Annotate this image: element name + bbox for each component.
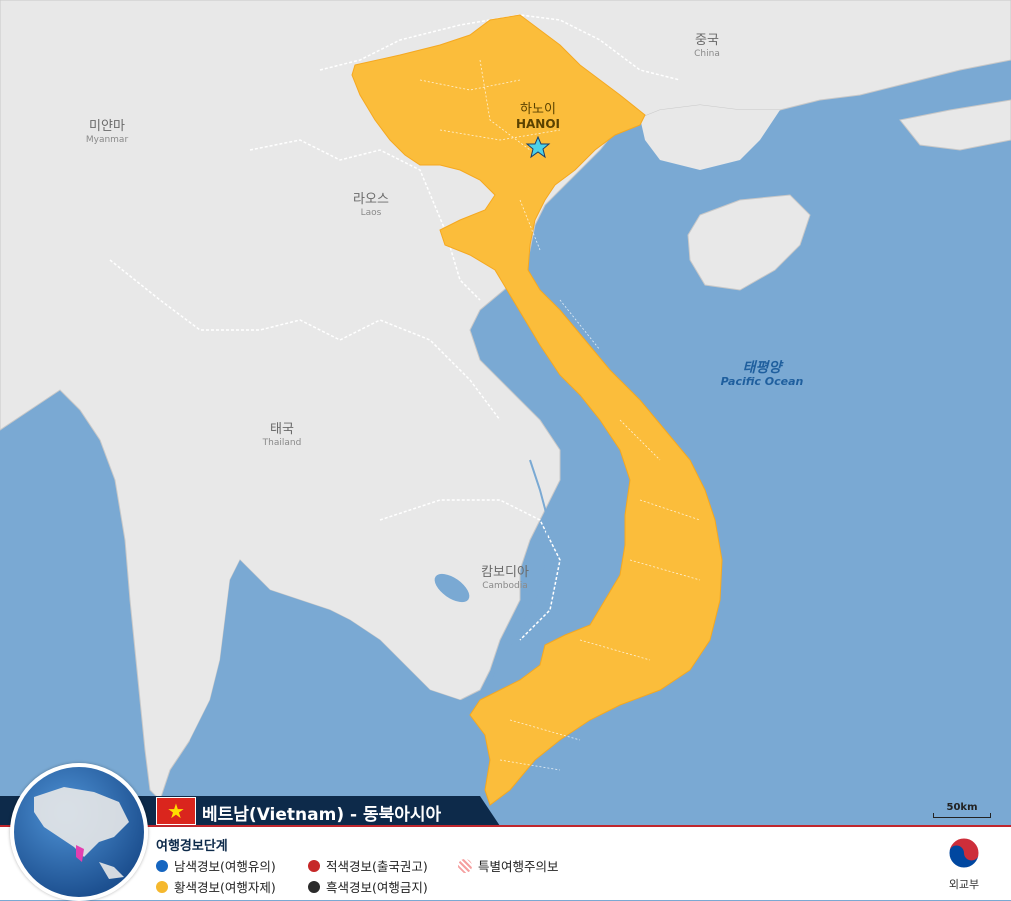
label-china: 중국 China bbox=[694, 33, 720, 59]
taeguk-logo-icon bbox=[948, 837, 980, 869]
globe-icon bbox=[10, 763, 148, 901]
mofa-logo: 외교부 bbox=[944, 836, 984, 892]
page-title: 베트남(Vietnam) - 동북아시아 bbox=[202, 805, 442, 825]
legend-title: 여행경보단계 bbox=[156, 839, 228, 854]
china-coast bbox=[640, 105, 780, 170]
black-dot-icon bbox=[308, 880, 320, 893]
red-dot-icon bbox=[308, 859, 320, 872]
tonle-sap bbox=[434, 573, 470, 603]
legend-item-yellow: 황색경보(여행자제) bbox=[156, 877, 276, 896]
vietnam-shape bbox=[351, 14, 723, 806]
legend-item-blue: 남색경보(여행유의) bbox=[156, 856, 276, 875]
hatched-dot-icon bbox=[458, 858, 472, 873]
border-laos bbox=[249, 139, 481, 301]
legend-item-red: 적색경보(출국권고) bbox=[308, 856, 428, 875]
legend-panel bbox=[0, 826, 1011, 900]
vietnam-flag-icon: ★ bbox=[156, 797, 196, 825]
yellow-dot-icon bbox=[156, 880, 168, 893]
mofa-label: 외교부 bbox=[948, 878, 980, 891]
legend-item-special: 특별여행주의보 bbox=[458, 856, 559, 875]
label-hanoi: 하노이 HANOI bbox=[515, 102, 561, 131]
scale-label: 50km bbox=[946, 802, 978, 813]
label-laos: 라오스 Laos bbox=[353, 192, 389, 218]
border-cambodia bbox=[379, 499, 561, 641]
island-east bbox=[899, 99, 1011, 151]
scale-bar: 50km bbox=[933, 802, 991, 818]
label-pacific-ocean: 태평양 Pacific Ocean bbox=[720, 360, 804, 389]
vietnam-provinces bbox=[419, 59, 701, 771]
mekong-river bbox=[489, 459, 550, 691]
label-thailand: 태국 Thailand bbox=[262, 422, 302, 448]
label-cambodia: 캄보디아 Cambodia bbox=[481, 565, 529, 591]
legend-item-black: 흑색경보(여행금지) bbox=[308, 877, 428, 896]
border-china bbox=[319, 14, 681, 81]
gulf-of-thailand bbox=[180, 560, 480, 826]
blue-dot-icon bbox=[156, 859, 168, 872]
hainan-island bbox=[687, 194, 811, 291]
title-underline bbox=[0, 825, 1011, 827]
hanoi-capital-star bbox=[525, 135, 551, 159]
border-thailand bbox=[109, 259, 501, 421]
label-myanmar: 미얀마 Myanmar bbox=[85, 119, 129, 145]
